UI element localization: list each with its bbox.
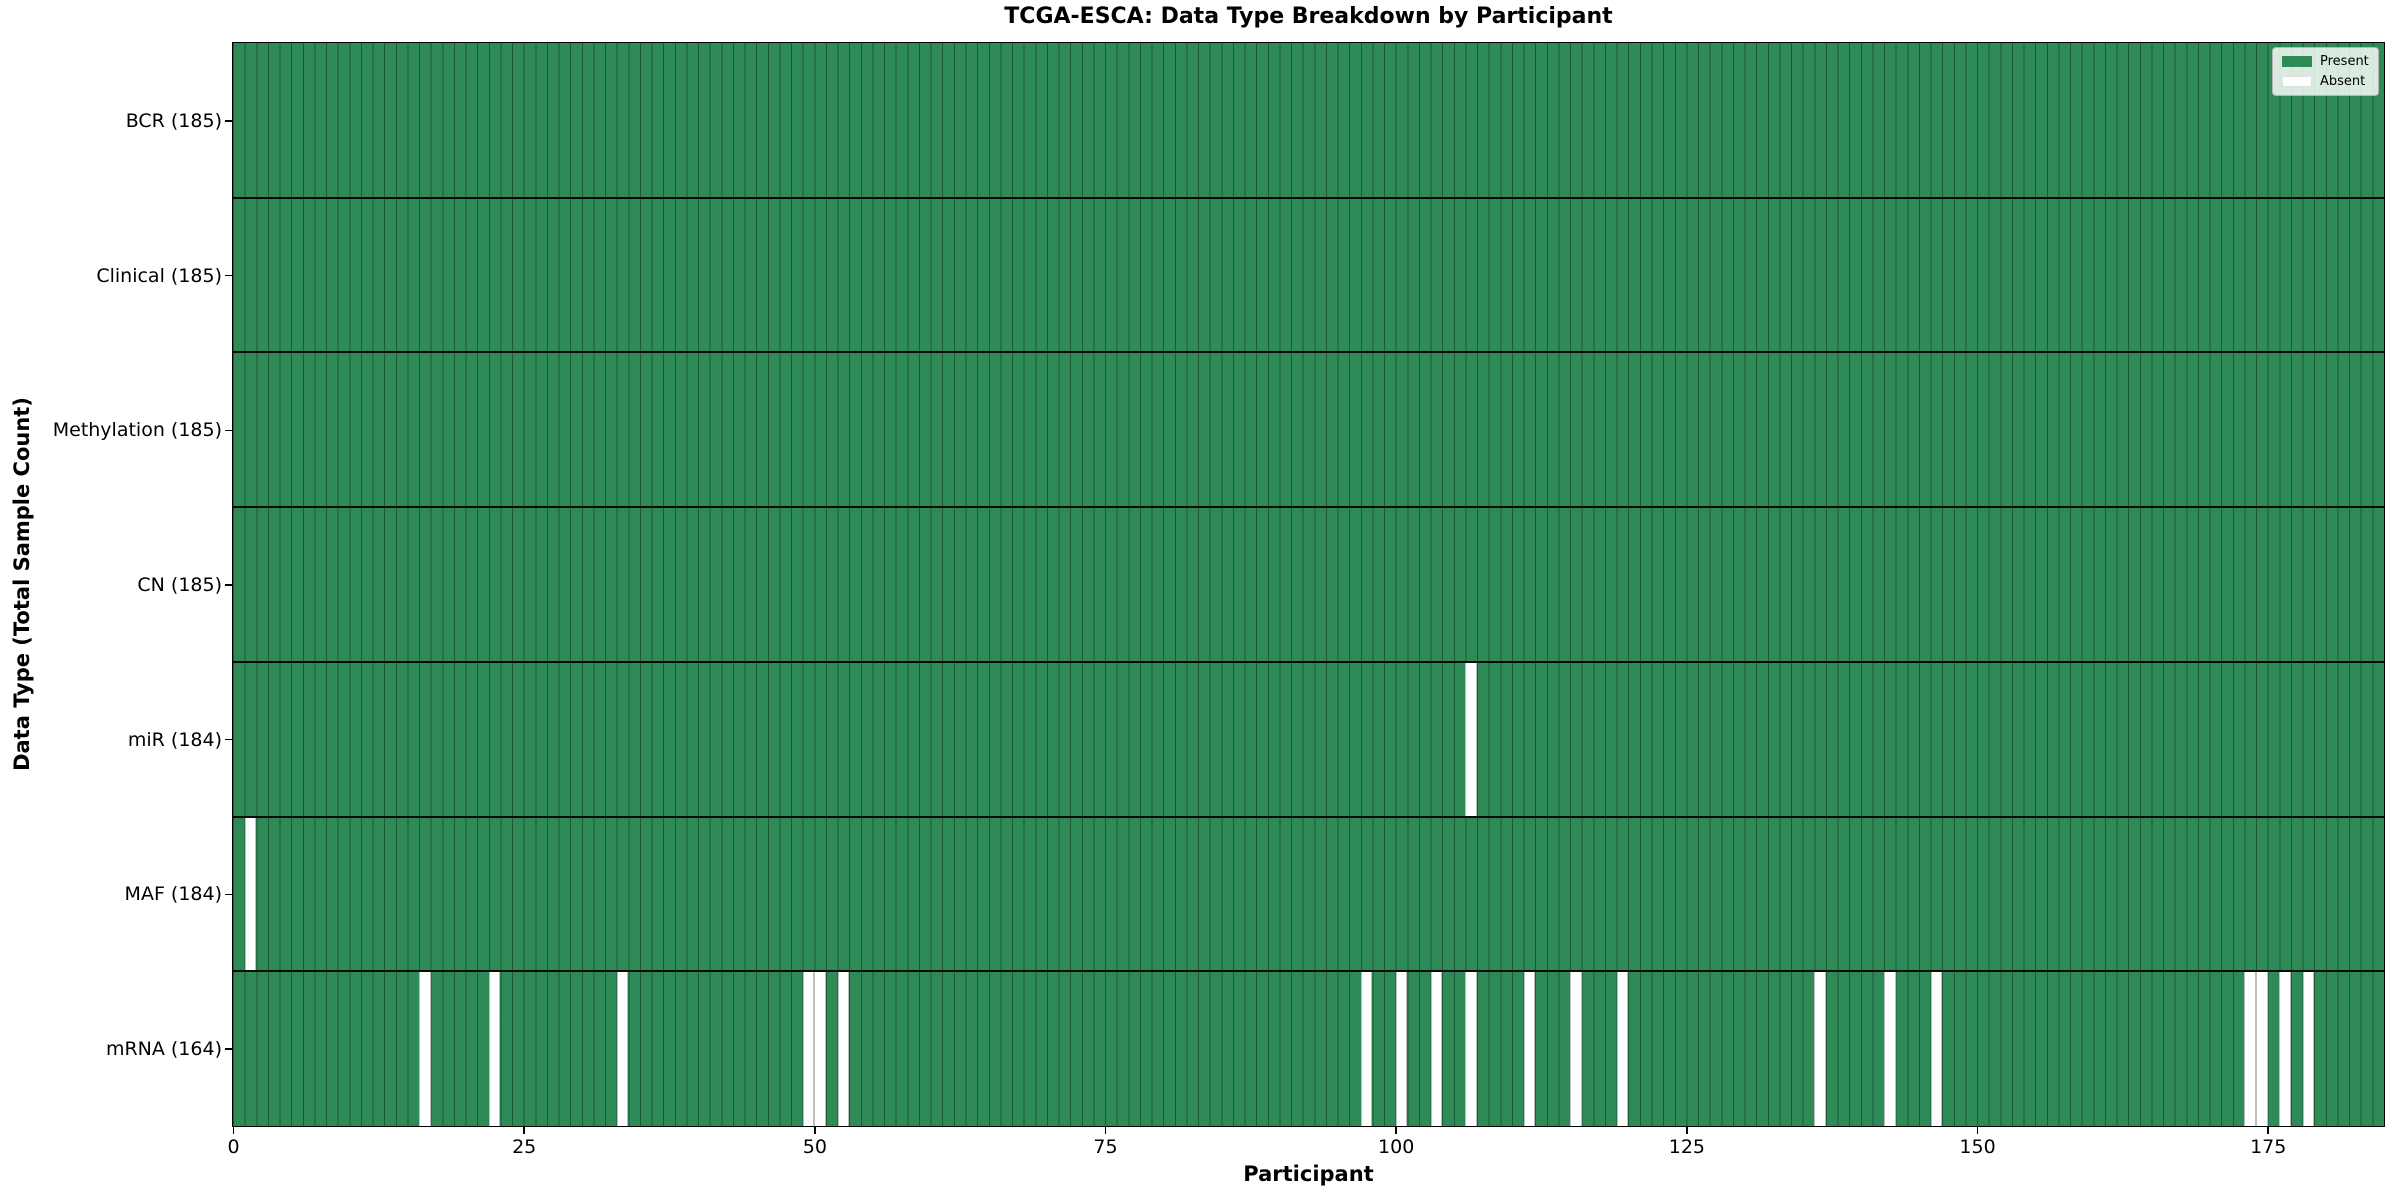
xtick-mark-0	[232, 1127, 235, 1134]
absent-cell-mRNA-100	[1395, 971, 1408, 1126]
ytick-label-mRNA: mRNA (164)	[105, 1038, 222, 1061]
legend-entry-present: Present	[2282, 54, 2369, 69]
xtick-mark-75	[1104, 1127, 1107, 1134]
ytick-label-miR: miR (184)	[127, 728, 222, 751]
ytick-label-Clinical: Clinical (185)	[96, 264, 222, 287]
ytick-mark	[225, 429, 232, 432]
chart-title: TCGA-ESCA: Data Type Breakdown by Partic…	[1004, 4, 1613, 29]
absent-cell-miR-106	[1465, 661, 1478, 817]
row-separator	[233, 815, 2384, 818]
absent-cell-mRNA-52	[837, 971, 850, 1126]
absent-cell-mRNA-106	[1465, 971, 1478, 1126]
absent-cell-mRNA-142	[1884, 971, 1896, 1126]
legend-entry-absent: Absent	[2282, 74, 2369, 89]
ytick-mark	[225, 120, 232, 122]
heatmap-plot-area	[232, 42, 2385, 1127]
absent-cell-mRNA-178	[2302, 971, 2315, 1126]
xtick-mark-175	[2267, 1127, 2269, 1134]
absent-cell-mRNA-97	[1360, 971, 1373, 1126]
xtick-mark-100	[1395, 1127, 1397, 1134]
absent-cell-mRNA-136	[1814, 971, 1826, 1126]
ytick-mark	[225, 584, 232, 586]
xtick-label-0: 0	[227, 1136, 240, 1158]
absent-cell-mRNA-111	[1523, 971, 1536, 1126]
absent-cell-mRNA-22	[488, 971, 501, 1126]
ytick-mark	[225, 274, 232, 277]
legend-label-present: Present	[2320, 54, 2369, 69]
x-axis-label: Participant	[1243, 1162, 1374, 1186]
absent-cell-mRNA-115	[1570, 971, 1582, 1126]
ytick-label-Methylation: Methylation (185)	[52, 419, 222, 442]
xtick-label-100: 100	[1378, 1136, 1415, 1158]
xtick-mark-125	[1686, 1127, 1688, 1134]
absent-cell-mRNA-16	[419, 971, 431, 1126]
absent-cell-mRNA-33	[616, 971, 629, 1126]
row-separator	[233, 196, 2384, 199]
row-separator	[233, 970, 2384, 973]
absent-cell-mRNA-50	[814, 971, 826, 1126]
ytick-label-MAF: MAF (184)	[124, 883, 222, 906]
absent-cell-mRNA-119	[1616, 971, 1629, 1126]
ytick-label-CN: CN (185)	[137, 574, 222, 596]
xtick-label-125: 125	[1668, 1136, 1706, 1158]
xtick-label-150: 150	[1959, 1136, 1996, 1158]
xtick-mark-50	[814, 1127, 816, 1134]
xtick-label-25: 25	[512, 1136, 537, 1158]
absent-cell-mRNA-103	[1430, 971, 1443, 1126]
xtick-label-50: 50	[802, 1136, 827, 1158]
legend-label-absent: Absent	[2320, 74, 2366, 89]
ytick-mark	[225, 893, 232, 896]
xtick-mark-150	[1976, 1127, 1979, 1134]
row-separator	[233, 660, 2384, 663]
ytick-mark	[225, 1048, 232, 1050]
absent-cell-mRNA-173	[2244, 971, 2257, 1126]
xtick-label-75: 75	[1093, 1136, 1118, 1158]
absent-cell-mRNA-146	[1930, 971, 1943, 1126]
absent-cell-mRNA-49	[802, 971, 815, 1126]
legend-swatch-absent	[2282, 76, 2312, 87]
xtick-label-175: 175	[2250, 1136, 2287, 1158]
absent-cell-mRNA-174	[2256, 971, 2268, 1126]
ytick-label-BCR: BCR (185)	[125, 109, 222, 132]
ytick-mark	[225, 738, 232, 741]
legend: Present Absent	[2272, 47, 2379, 96]
xtick-mark-25	[523, 1127, 525, 1134]
row-separator	[233, 506, 2384, 509]
row-separator	[233, 351, 2384, 354]
absent-cell-mRNA-176	[2279, 971, 2291, 1126]
absent-cell-MAF-1	[244, 816, 257, 972]
legend-swatch-present	[2282, 56, 2312, 67]
